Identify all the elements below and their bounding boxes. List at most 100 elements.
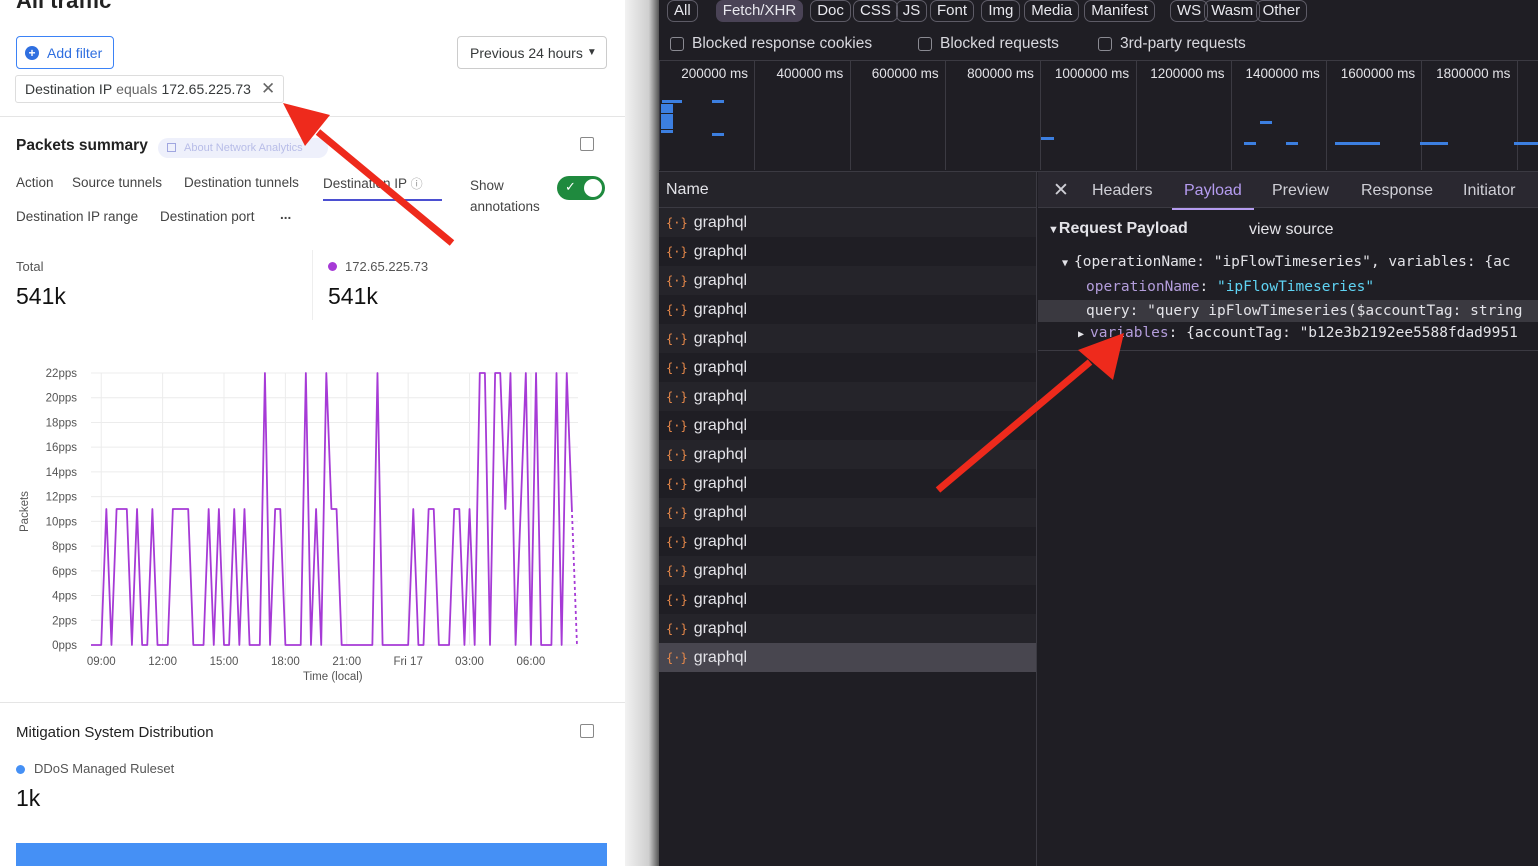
request-row[interactable]: {·} graphql	[659, 208, 1036, 237]
request-row[interactable]: {·} graphql	[659, 498, 1036, 527]
request-bar	[661, 113, 673, 117]
request-row[interactable]: {·} graphql	[659, 643, 1036, 672]
legend-dot	[16, 765, 25, 774]
request-bar	[1335, 142, 1380, 145]
copy-icon[interactable]	[580, 137, 594, 151]
checkbox-label: Blocked response cookies	[692, 35, 873, 52]
request-bar	[662, 100, 682, 103]
total-label: Total	[16, 259, 44, 274]
divider	[659, 60, 1538, 61]
checkbox-blocked-requests[interactable]: Blocked requests	[918, 35, 1059, 53]
payload-summary-text: {operationName: "ipFlowTimeseries", vari…	[1074, 254, 1511, 270]
name-column-header[interactable]: Name	[659, 172, 1036, 208]
packets-summary-title: Packets summary	[16, 137, 148, 154]
copy-icon[interactable]	[580, 724, 594, 738]
panel-splitter[interactable]	[625, 0, 659, 866]
variables-row[interactable]: ▶ variables: {accountTag: "b12e3b2192ee5…	[1078, 325, 1518, 341]
request-payload-section[interactable]: ▼Request Payload	[1048, 220, 1188, 238]
filter-other[interactable]: Other	[1255, 0, 1308, 22]
tab-preview[interactable]: Preview	[1272, 182, 1329, 199]
about-network-analytics-link[interactable]: About Network Analytics	[158, 138, 328, 158]
request-name: graphql	[693, 474, 748, 492]
tab-destination-ip[interactable]: Destination IP ⓘ	[323, 175, 442, 201]
filter-img[interactable]: Img	[981, 0, 1021, 22]
checkbox-blocked-response-cookies[interactable]: Blocked response cookies	[670, 35, 872, 53]
request-row[interactable]: {·} graphql	[659, 411, 1036, 440]
request-name: graphql	[693, 619, 748, 637]
more-tabs-button[interactable]: ...	[280, 207, 292, 222]
x-tick-label: 18:00	[271, 656, 300, 668]
request-row[interactable]: {·} graphql	[659, 556, 1036, 585]
graphql-icon: {·}	[666, 592, 688, 607]
request-row[interactable]: {·} graphql	[659, 382, 1036, 411]
key: query	[1086, 303, 1130, 319]
filter-media[interactable]: Media	[1024, 0, 1080, 22]
tab-headers[interactable]: Headers	[1092, 182, 1153, 199]
request-bar	[661, 123, 673, 127]
tab-source-tunnels[interactable]: Source tunnels	[72, 175, 163, 190]
request-row[interactable]: {·} graphql	[659, 353, 1036, 382]
close-icon[interactable]: ✕	[1053, 180, 1069, 201]
request-name: graphql	[693, 358, 748, 376]
request-name: graphql	[693, 329, 748, 347]
close-icon[interactable]: ✕	[260, 79, 276, 98]
filter-wasm[interactable]: Wasm	[1204, 0, 1261, 22]
graphql-icon: {·}	[666, 331, 688, 346]
request-bar	[661, 110, 673, 114]
timeline-tick: 800000 ms	[944, 60, 1040, 170]
request-row[interactable]: {·} graphql	[659, 295, 1036, 324]
overview-timeline[interactable]: 200000 ms 400000 ms 600000 ms 800000 ms 1000…	[659, 0, 1538, 172]
payload-summary[interactable]: ▼ {operationName: "ipFlowTimeseries", va…	[1062, 254, 1511, 270]
request-name: graphql	[693, 416, 748, 434]
tab-initiator[interactable]: Initiator	[1463, 182, 1516, 199]
distribution-bar	[16, 843, 607, 866]
request-row[interactable]: {·} graphql	[659, 527, 1036, 556]
value: "query ipFlowTimeseries($accountTag: str…	[1147, 303, 1523, 319]
filter-font[interactable]: Font	[930, 0, 975, 22]
request-row[interactable]: {·} graphql	[659, 266, 1036, 295]
divider	[1038, 350, 1538, 351]
request-row[interactable]: {·} graphql	[659, 585, 1036, 614]
page-title: All traffic	[16, 0, 112, 13]
tab-payload[interactable]: Payload	[1172, 182, 1254, 210]
tab-label: Destination IP	[323, 176, 407, 191]
plus-icon: +	[25, 45, 39, 60]
request-name: graphql	[693, 648, 748, 666]
graphql-icon: {·}	[666, 273, 688, 288]
annotations-toggle[interactable]: ✓	[557, 176, 605, 200]
tab-destination-tunnels[interactable]: Destination tunnels	[184, 175, 299, 190]
triangle-down-icon: ▼	[1048, 224, 1059, 236]
request-row[interactable]: {·} graphql	[659, 469, 1036, 498]
request-bar	[661, 107, 673, 111]
filter-all[interactable]: All	[667, 0, 698, 22]
request-bar	[1286, 142, 1298, 145]
x-axis-label: Time (local)	[303, 671, 363, 683]
tab-action[interactable]: Action	[16, 175, 54, 190]
graphql-icon: {·}	[666, 650, 688, 665]
filter-css[interactable]: CSS	[853, 0, 898, 22]
request-row[interactable]: {·} graphql	[659, 237, 1036, 266]
request-row[interactable]: {·} graphql	[659, 440, 1036, 469]
filter-doc[interactable]: Doc	[810, 0, 851, 22]
checkbox-3rd-party-requests[interactable]: 3rd-party requests	[1098, 35, 1246, 53]
filter-js[interactable]: JS	[895, 0, 928, 22]
request-bar	[1041, 137, 1054, 140]
add-filter-button[interactable]: + Add filter	[16, 36, 114, 69]
y-tick-label: 16pps	[46, 442, 78, 454]
time-range-select[interactable]: Previous 24 hours ▼	[457, 36, 607, 69]
request-row[interactable]: {·} graphql	[659, 324, 1036, 353]
view-source-link[interactable]: view source	[1249, 221, 1334, 238]
filter-ws[interactable]: WS	[1170, 0, 1209, 22]
graphql-icon: {·}	[666, 360, 688, 375]
filter-field: Destination IP	[25, 81, 113, 97]
request-row[interactable]: {·} graphql	[659, 614, 1036, 643]
tab-response[interactable]: Response	[1361, 182, 1434, 199]
filter-fetch-xhr[interactable]: Fetch/XHR	[715, 0, 804, 22]
request-bar	[712, 100, 724, 103]
request-name: graphql	[693, 300, 748, 318]
tab-destination-port[interactable]: Destination port	[160, 209, 255, 224]
tab-destination-ip-range[interactable]: Destination IP range	[16, 209, 139, 224]
filter-manifest[interactable]: Manifest	[1084, 0, 1155, 22]
legend-label: DDoS Managed Ruleset	[34, 761, 175, 776]
checkbox-label: 3rd-party requests	[1120, 35, 1246, 52]
